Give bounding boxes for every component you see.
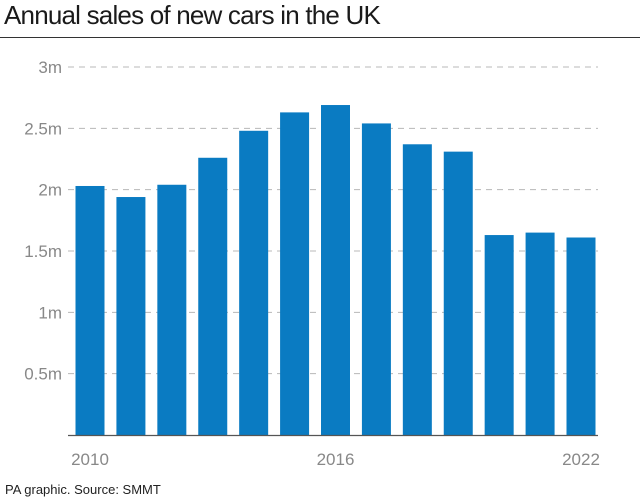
bar-2017 <box>361 123 391 435</box>
bar-2015 <box>280 112 310 436</box>
y-tick-label: 3m <box>38 58 62 77</box>
y-axis-labels: 0.5m 1m 1.5m 2m 2.5m 3m <box>24 58 62 384</box>
y-tick-label: 2.5m <box>24 119 62 138</box>
bar-chart: 0.5m 1m 1.5m 2m 2.5m 3m 2010 2016 2022 <box>24 58 600 469</box>
bar-2022 <box>566 237 596 435</box>
bar-2012 <box>157 184 187 435</box>
y-tick-label: 2m <box>38 181 62 200</box>
bar-2013 <box>198 157 228 436</box>
chart-title: Annual sales of new cars in the UK <box>4 0 381 30</box>
bar-2014 <box>239 130 269 435</box>
title-divider <box>0 37 640 38</box>
bar-2020 <box>484 235 514 435</box>
x-tick-label: 2010 <box>71 450 109 469</box>
bar-2016 <box>321 105 350 435</box>
source-note: PA graphic. Source: SMMT <box>5 482 161 497</box>
y-tick-label: 0.5m <box>24 365 62 384</box>
y-tick-label: 1m <box>38 303 62 322</box>
x-tick-label: 2022 <box>562 450 600 469</box>
bar-2018 <box>402 144 432 435</box>
x-axis-labels: 2010 2016 2022 <box>71 450 600 469</box>
bar-2019 <box>443 151 473 435</box>
bar-2010 <box>75 185 105 435</box>
y-tick-label: 1.5m <box>24 242 62 261</box>
bar-2021 <box>525 232 555 435</box>
bar-2011 <box>116 197 146 435</box>
x-tick-label: 2016 <box>317 450 355 469</box>
bars <box>75 105 596 436</box>
